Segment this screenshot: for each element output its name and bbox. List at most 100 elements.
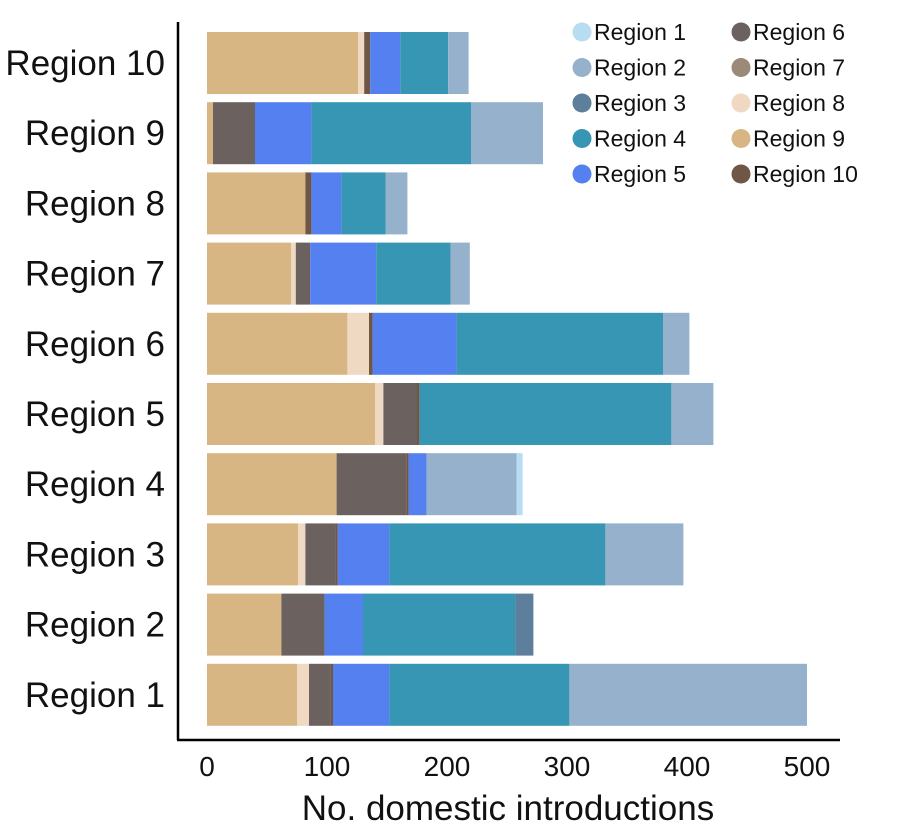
bar-region-3-seg-region-4	[389, 523, 606, 586]
bar-region-7-seg-region-9	[207, 242, 291, 305]
legend-label-region-6: Region 6	[753, 19, 845, 45]
bar-region-4-seg-region-5	[408, 453, 427, 516]
x-tick-label-100: 100	[304, 751, 351, 782]
bar-region-4-seg-region-9	[207, 453, 337, 516]
bar-region-10-seg-region-10	[364, 32, 371, 94]
legend-marker-region-5	[572, 164, 592, 184]
legend-marker-region-1	[572, 22, 592, 42]
x-tick-label-0: 0	[199, 751, 215, 782]
bar-region-1-seg-region-4	[389, 663, 570, 726]
bar-region-6-seg-region-8	[347, 312, 369, 375]
bar-region-5-seg-region-2	[671, 383, 714, 445]
bar-region-9-seg-region-9	[207, 102, 213, 165]
bar-region-3-seg-region-8	[298, 523, 306, 586]
legend-marker-region-8	[731, 93, 751, 113]
bar-region-7-seg-region-5	[310, 242, 377, 305]
category-label-region-10: Region 10	[5, 44, 165, 83]
bar-region-6-seg-region-2	[663, 312, 690, 375]
bar-region-8-seg-region-10	[305, 172, 312, 235]
bar-region-6-seg-region-5	[372, 312, 457, 375]
bar-region-2-seg-region-6	[281, 593, 325, 656]
category-label-region-7: Region 7	[25, 255, 165, 294]
bar-region-7-seg-region-8	[291, 242, 296, 305]
bar-region-2-seg-region-3	[515, 593, 534, 656]
legend-marker-region-2	[572, 58, 592, 77]
bar-region-1-seg-region-2	[569, 663, 807, 726]
bar-region-7-seg-region-4	[376, 242, 451, 305]
bar-region-3-seg-region-2	[605, 523, 684, 586]
bar-region-3-seg-region-9	[207, 523, 299, 586]
bar-region-4-seg-region-2	[426, 453, 517, 516]
bar-region-3-seg-region-5	[337, 523, 390, 586]
legend-label-region-8: Region 8	[753, 90, 845, 116]
bar-region-6-seg-region-4	[456, 312, 663, 375]
bar-region-3-seg-region-6	[305, 523, 336, 586]
bar-region-5-seg-region-8	[375, 383, 384, 445]
category-label-region-5: Region 5	[25, 395, 165, 434]
bar-region-10-seg-region-8	[358, 32, 365, 94]
bar-region-2-seg-region-9	[207, 593, 282, 656]
legend-label-region-1: Region 1	[594, 19, 686, 45]
x-tick-label-400: 400	[664, 751, 711, 782]
bar-region-5-seg-region-6	[383, 383, 417, 445]
bar-region-8-seg-region-4	[341, 172, 386, 235]
category-label-region-9: Region 9	[25, 114, 165, 153]
category-label-region-4: Region 4	[25, 465, 165, 504]
legend-marker-region-6	[731, 22, 751, 42]
bar-region-10-seg-region-4	[400, 32, 449, 94]
x-tick-labels: 0 100 200 300 400 500	[199, 751, 830, 782]
legend-label-region-4: Region 4	[594, 126, 686, 152]
bar-region-5-seg-region-4	[419, 383, 672, 445]
legend-marker-region-10	[731, 164, 751, 184]
bar-region-9-seg-region-2	[471, 102, 543, 165]
bar-region-1-seg-region-10	[330, 663, 333, 726]
bar-region-5-seg-region-10	[417, 383, 420, 445]
bar-region-1-seg-region-8	[297, 663, 309, 726]
bar-region-3-seg-region-10	[335, 523, 338, 586]
bar-region-9-seg-region-5	[255, 102, 312, 165]
category-label-region-6: Region 6	[25, 325, 165, 364]
bar-region-10-seg-region-2	[448, 32, 469, 94]
bar-region-6-seg-region-10	[369, 312, 373, 375]
bar-region-1-seg-region-6	[309, 663, 331, 726]
bar-region-10-seg-region-9	[207, 32, 359, 94]
legend-label-region-5: Region 5	[594, 161, 686, 187]
x-tick-label-500: 500	[784, 751, 831, 782]
bar-region-5-seg-region-9	[207, 383, 375, 445]
legend-marker-region-3	[572, 93, 592, 113]
legend-marker-region-7	[731, 58, 751, 77]
legend-label-region-9: Region 9	[753, 126, 845, 152]
x-tick-label-200: 200	[424, 751, 471, 782]
bar-region-2-seg-region-4	[363, 593, 516, 656]
legend-marker-region-9	[731, 129, 751, 148]
bar-region-4-seg-region-1	[516, 453, 523, 516]
bar-region-8-seg-region-5	[311, 172, 342, 235]
legend: Region 1 Region 2 Region 3 Region 4 Region 5…	[572, 19, 858, 187]
x-tick-label-300: 300	[544, 751, 591, 782]
category-label-region-8: Region 8	[25, 184, 165, 223]
bar-region-8-seg-region-2	[385, 172, 408, 235]
legend-label-region-2: Region 2	[594, 55, 686, 81]
bar-region-1-seg-region-5	[333, 663, 390, 726]
x-axis-title: No. domestic introductions	[302, 789, 714, 828]
legend-label-region-10: Region 10	[753, 161, 858, 187]
bar-region-4-seg-region-10	[406, 453, 409, 516]
legend-label-region-7: Region 7	[753, 55, 845, 81]
bar-region-2-seg-region-5	[324, 593, 363, 656]
bar-region-9-seg-region-4	[311, 102, 471, 165]
category-labels: Region 10 Region 9 Region 8 Region 7 Region …	[5, 44, 165, 715]
category-label-region-2: Region 2	[25, 606, 165, 645]
category-label-region-1: Region 1	[25, 676, 165, 715]
bar-region-6-seg-region-9	[207, 312, 348, 375]
bar-region-8-seg-region-9	[207, 172, 306, 235]
legend-label-region-3: Region 3	[594, 90, 686, 116]
bar-region-7-seg-region-6	[295, 242, 311, 305]
bar-region-10-seg-region-5	[370, 32, 401, 94]
bars-layer	[207, 32, 807, 726]
bar-region-4-seg-region-6	[336, 453, 407, 516]
bar-region-7-seg-region-2	[450, 242, 470, 305]
category-label-region-3: Region 3	[25, 535, 165, 574]
bar-region-9-seg-region-6	[213, 102, 255, 165]
bar-region-1-seg-region-9	[207, 663, 297, 726]
